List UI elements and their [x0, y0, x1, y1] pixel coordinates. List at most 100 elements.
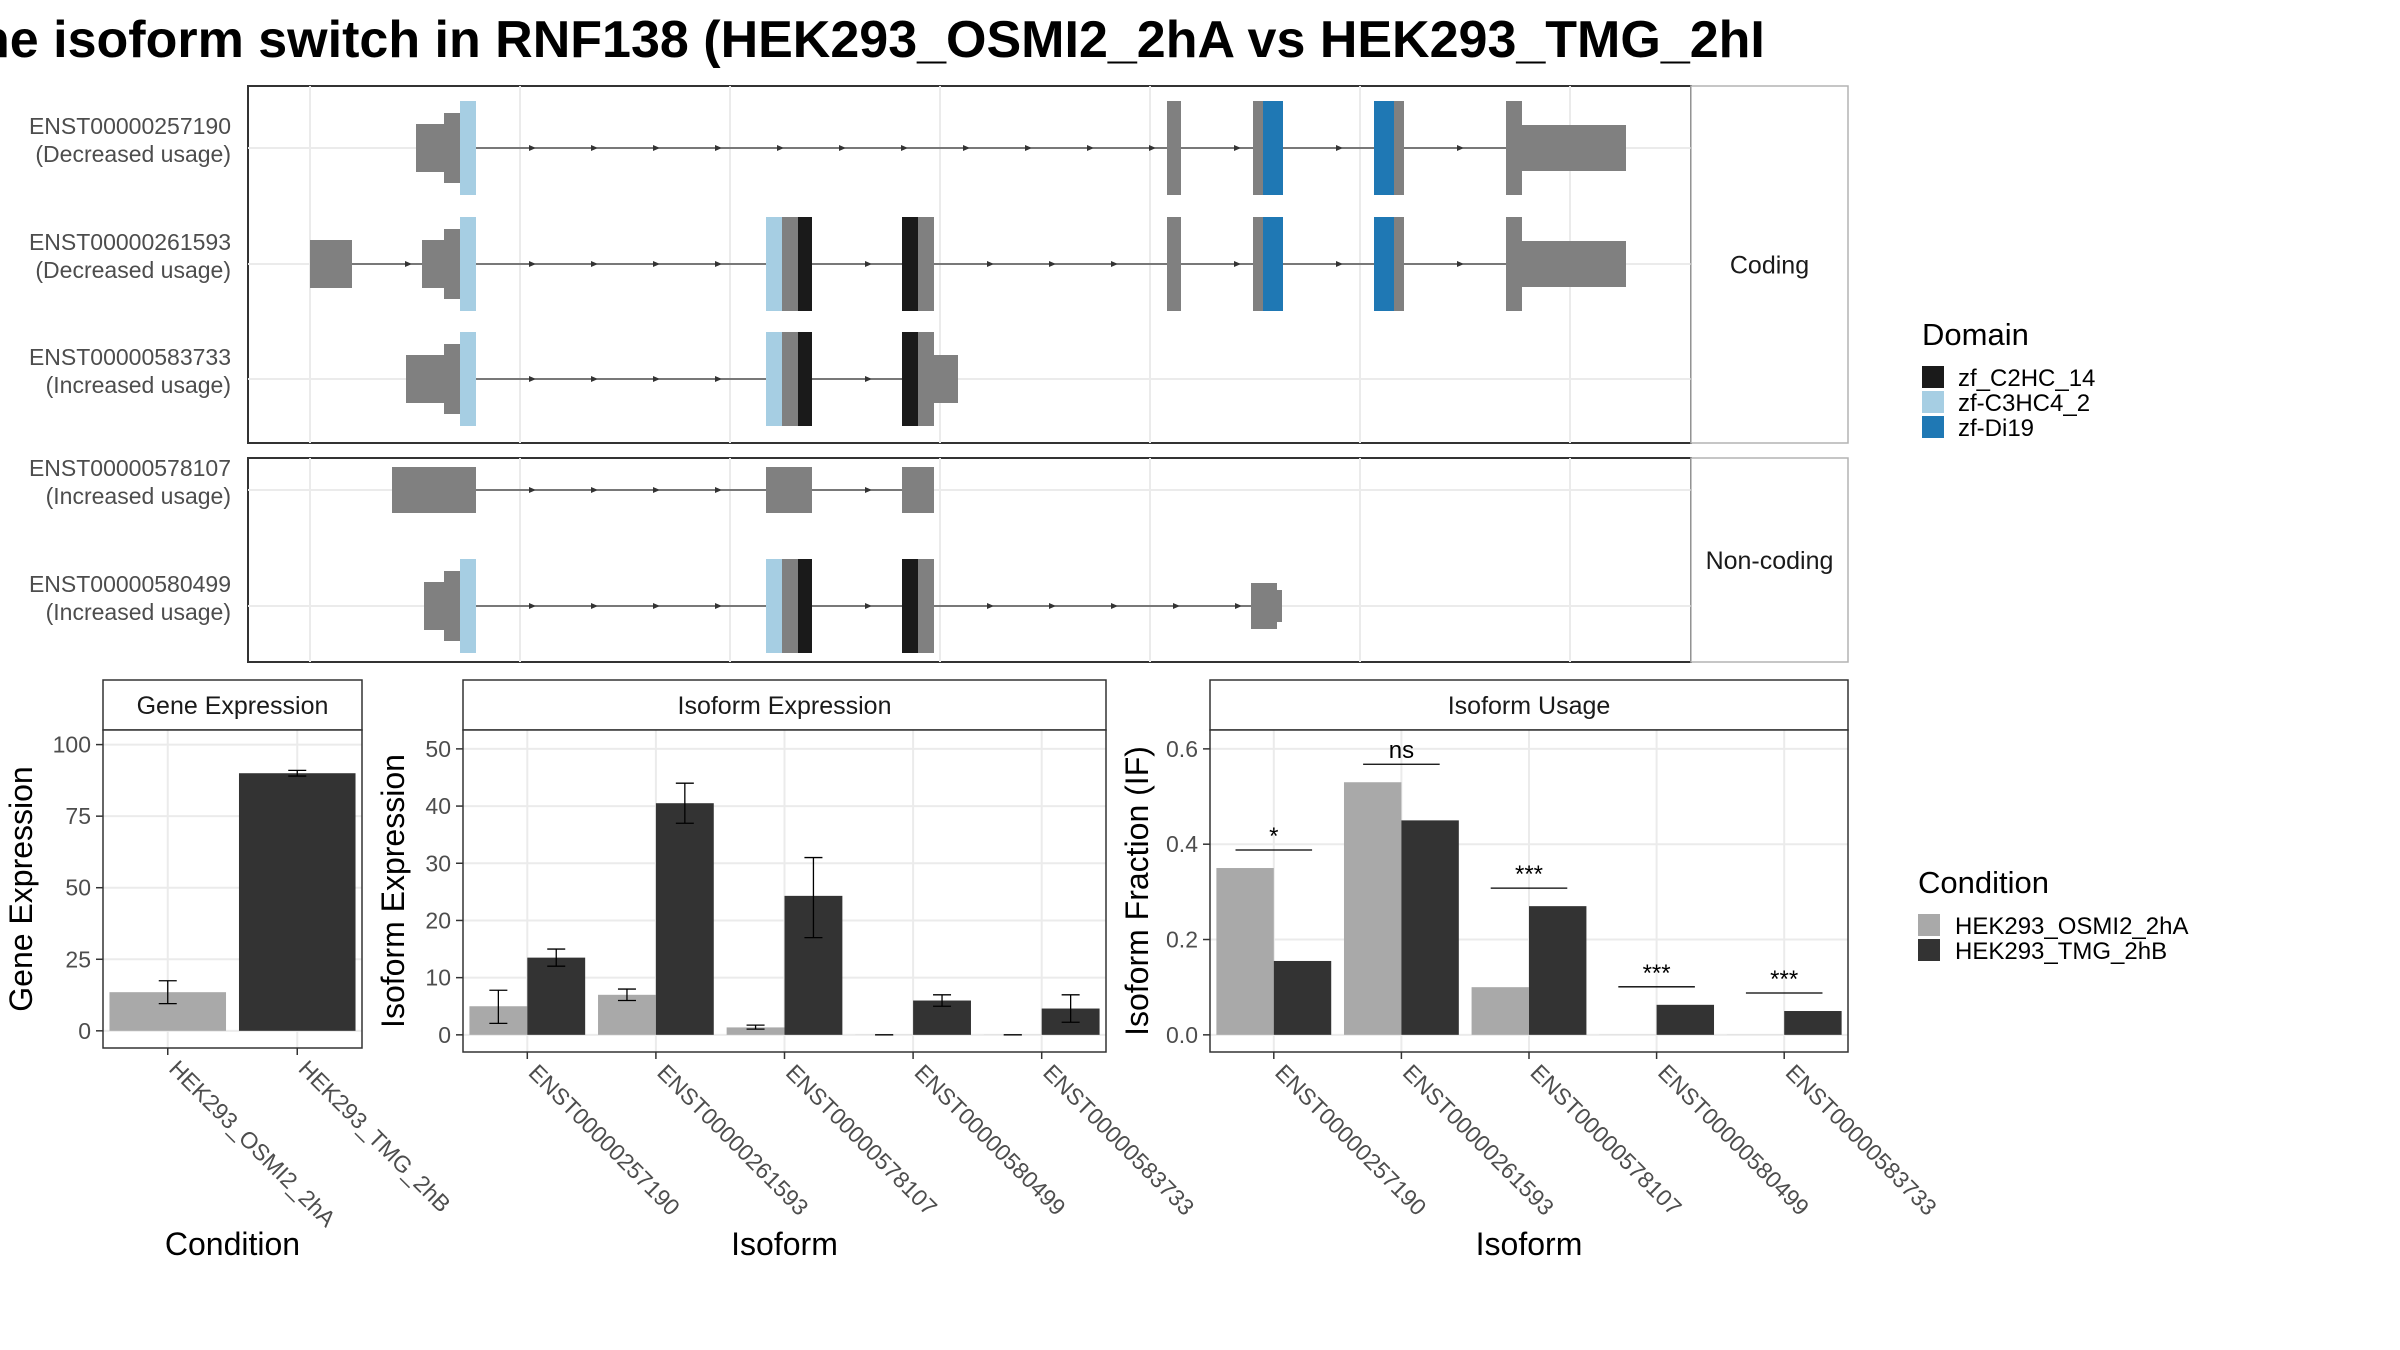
intron-direction-arrow	[653, 261, 660, 267]
y-tick-label: 10	[425, 965, 451, 991]
y-tick-label: 0.4	[1166, 831, 1198, 857]
intron-direction-arrow	[591, 376, 598, 382]
transcript-usage-label: (Increased usage)	[46, 483, 231, 509]
transcript-id-label: ENST00000580499	[29, 571, 231, 597]
exon-block	[782, 332, 798, 426]
exon-block	[1394, 217, 1404, 311]
facet-label-non-coding: Non-coding	[1706, 547, 1834, 575]
domain-legend-title: Domain	[1922, 317, 2029, 352]
intron-direction-arrow	[529, 603, 536, 609]
intron-direction-arrow	[1457, 145, 1464, 151]
intron-direction-arrow	[1336, 261, 1343, 267]
bar	[1656, 1004, 1715, 1035]
intron-direction-arrow	[865, 487, 872, 493]
intron-direction-arrow	[1025, 145, 1032, 151]
intron-direction-arrow	[591, 261, 598, 267]
bar	[1216, 868, 1274, 1035]
exon-block	[902, 467, 934, 513]
intron-direction-arrow	[1336, 145, 1343, 151]
expression-charts: Gene Expression0255075100HEK293_OSMI2_2h…	[3, 679, 1942, 1262]
intron-direction-arrow	[1235, 603, 1242, 609]
intron-direction-arrow	[865, 603, 872, 609]
exon-block	[1394, 101, 1404, 195]
bar	[598, 994, 656, 1035]
y-tick-label: 40	[425, 793, 451, 819]
y-tick-label: 0.0	[1166, 1022, 1198, 1048]
intron-direction-arrow	[653, 145, 660, 151]
intron-direction-arrow	[715, 261, 722, 267]
intron-direction-arrow	[839, 145, 846, 151]
significance-label: ***	[1770, 966, 1798, 993]
y-tick-label: 75	[65, 803, 91, 829]
exon-block	[918, 217, 934, 311]
domain-legend-label: zf-C3HC4_2	[1958, 390, 2090, 417]
exon-block	[1374, 217, 1394, 311]
chart-strip	[1209, 679, 1849, 731]
exon-block	[766, 559, 782, 653]
bar	[1343, 782, 1402, 1035]
significance-label: ***	[1643, 960, 1671, 987]
condition-legend-label: HEK293_OSMI2_2hA	[1955, 913, 2188, 940]
chart-strip-title: Isoform Usage	[1448, 692, 1611, 720]
significance-label: ***	[1515, 861, 1543, 888]
y-axis-title: Gene Expression	[3, 766, 39, 1011]
intron-direction-arrow	[1111, 603, 1118, 609]
significance-label: *	[1269, 823, 1278, 850]
bar	[527, 957, 586, 1035]
bar	[1529, 906, 1587, 1035]
exon-block	[766, 217, 782, 311]
exon-block	[1522, 125, 1626, 171]
bar	[655, 803, 714, 1035]
intron-direction-arrow	[963, 145, 970, 151]
exon-block	[460, 332, 476, 426]
structure-panel-frame	[247, 457, 1692, 663]
bar	[238, 773, 356, 1031]
y-tick-label: 0	[438, 1022, 451, 1048]
domain-legend-label: zf_C2HC_14	[1958, 365, 2095, 392]
bar	[726, 1027, 785, 1035]
intron-direction-arrow	[901, 145, 908, 151]
condition-legend-title: Condition	[1918, 865, 2049, 900]
transcript-id-label: ENST00000257190	[29, 113, 231, 139]
exon-block	[798, 332, 812, 426]
exon-block	[1506, 101, 1522, 195]
y-tick-label: 0	[78, 1018, 91, 1044]
condition-legend-swatch	[1918, 914, 1940, 936]
facet-strip	[1690, 457, 1849, 663]
exon-block	[766, 332, 782, 426]
exon-block	[1253, 217, 1263, 311]
intron-direction-arrow	[405, 261, 412, 267]
transcript-usage-label: (Decreased usage)	[35, 141, 231, 167]
intron-direction-arrow	[1234, 145, 1241, 151]
chart-strip-title: Gene Expression	[137, 692, 329, 720]
intron-direction-arrow	[715, 145, 722, 151]
x-axis-title: Isoform	[1476, 1226, 1583, 1262]
exon-block	[1277, 590, 1282, 622]
exon-block	[1374, 101, 1394, 195]
intron-direction-arrow	[591, 603, 598, 609]
intron-direction-arrow	[1149, 145, 1156, 151]
x-axis-title: Isoform	[731, 1226, 838, 1262]
y-tick-label: 25	[65, 946, 91, 972]
bar	[1471, 987, 1529, 1035]
condition-legend-label: HEK293_TMG_2hB	[1955, 938, 2167, 965]
intron-direction-arrow	[1111, 261, 1118, 267]
intron-direction-arrow	[591, 487, 598, 493]
transcript-id-label: ENST00000583733	[29, 344, 231, 370]
intron-direction-arrow	[1087, 145, 1094, 151]
bar	[1401, 820, 1459, 1035]
exon-block	[934, 355, 958, 403]
intron-direction-arrow	[653, 487, 660, 493]
transcript-id-label: ENST00000578107	[29, 455, 231, 481]
exon-block	[460, 217, 476, 311]
intron-direction-arrow	[987, 261, 994, 267]
exon-block	[902, 332, 918, 426]
exon-block	[444, 113, 460, 183]
transcript-usage-label: (Increased usage)	[46, 372, 231, 398]
exon-block	[406, 355, 444, 403]
intron-direction-arrow	[529, 261, 536, 267]
intron-direction-arrow	[529, 376, 536, 382]
intron-direction-arrow	[715, 487, 722, 493]
exon-block	[918, 559, 934, 653]
